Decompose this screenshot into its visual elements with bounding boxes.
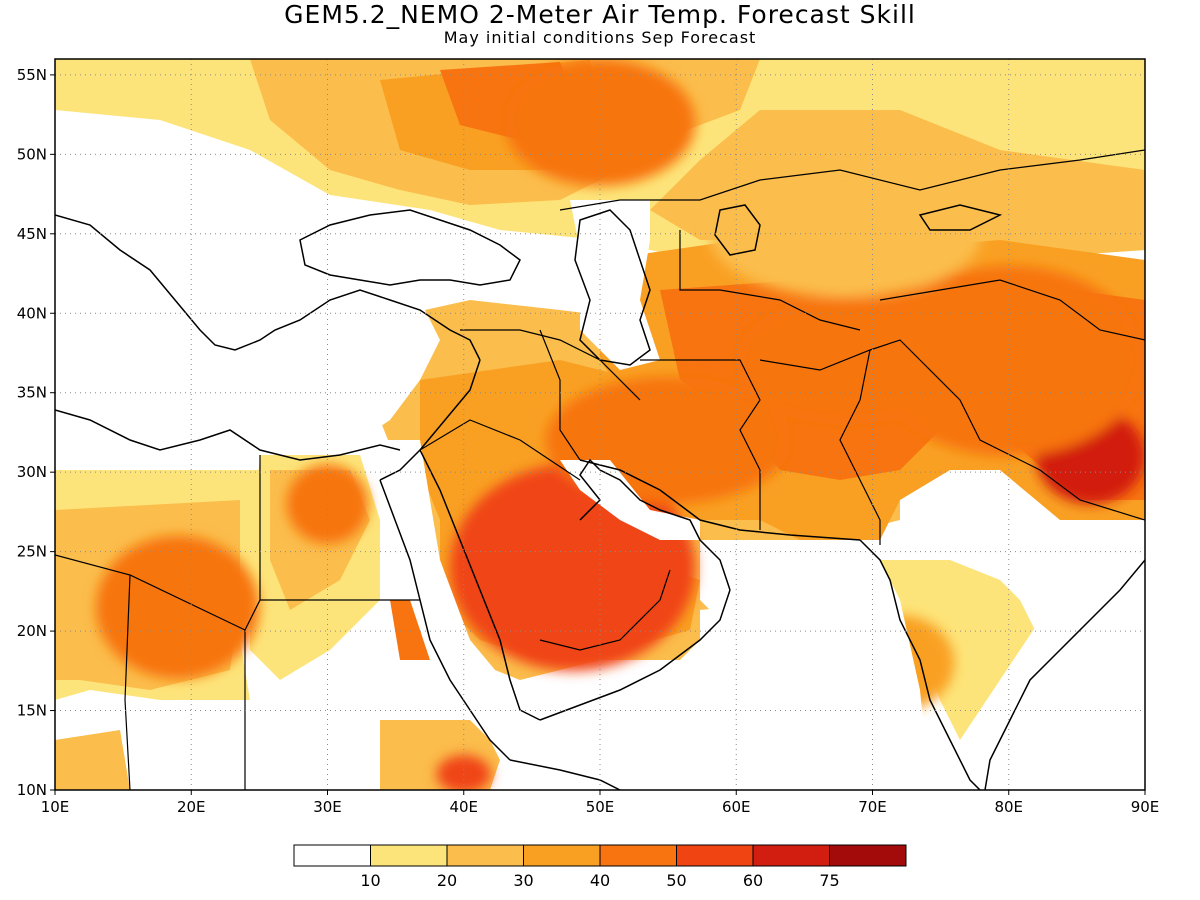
x-tick-label: 80E [994,798,1023,816]
skill-regions [95,59,1145,790]
y-tick-label: 20N [17,622,47,640]
colorbar-label: 20 [437,871,457,890]
colorbar-label: 40 [590,871,610,890]
colorbar-swatch [829,844,907,867]
x-tick-label: 10E [41,798,70,816]
x-axis: 10E 20E 30E 40E 50E 60E 70E 80E 90E [41,790,1160,816]
colorbar-swatch [676,844,754,867]
y-tick-label: 10N [17,781,47,799]
chart-title: GEM5.2_NEMO 2-Meter Air Temp. Forecast S… [284,0,916,29]
y-tick-label: 15N [17,702,47,720]
y-axis: 10N 15N 20N 25N 30N 35N 40N 45N 50N 55N [17,66,55,799]
colorbar-swatch [599,844,677,867]
x-tick-label: 70E [858,798,887,816]
skill-region-6 [95,535,260,679]
skill-region-11 [436,755,491,790]
sea-mask [55,200,1145,790]
coastlines [55,204,1145,790]
x-tick-label: 20E [177,798,206,816]
country-borders [55,149,1145,790]
y-tick-label: 55N [17,66,47,84]
colorbar-label: 30 [513,871,533,890]
x-tick-label: 50E [586,798,615,816]
colorbar-swatch [370,844,448,867]
skill-region-12 [286,464,369,544]
colorbar-swatch [752,844,830,867]
colorbar-label: 60 [743,871,763,890]
colorbar-label: 75 [819,871,839,890]
colorbar-label: 10 [360,871,380,890]
grid-lines [55,59,1145,790]
colorbar: 10 20 30 40 50 60 75 [293,844,907,890]
y-tick-label: 30N [17,463,47,481]
colorbar-swatch [446,844,524,867]
skill-region-10 [504,59,696,187]
x-tick-label: 30E [313,798,342,816]
y-tick-label: 25N [17,543,47,561]
colorbar-label: 50 [666,871,686,890]
x-tick-label: 40E [449,798,478,816]
y-tick-label: 40N [17,304,47,322]
colorbar-swatch [523,844,601,867]
y-tick-label: 50N [17,145,47,163]
chart-subtitle: May initial conditions Sep Forecast [443,28,757,47]
x-tick-label: 60E [722,798,751,816]
colorbar-swatch [293,844,371,867]
y-tick-label: 35N [17,384,47,402]
y-tick-label: 45N [17,225,47,243]
x-tick-label: 90E [1131,798,1160,816]
